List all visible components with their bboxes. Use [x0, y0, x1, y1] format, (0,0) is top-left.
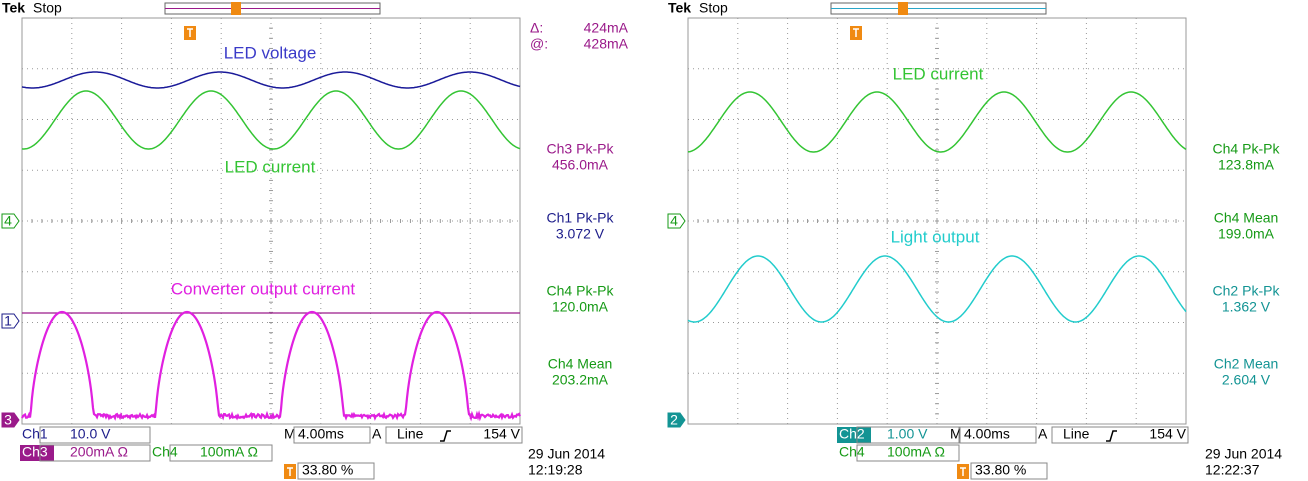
- trigger-position: 33.80 %: [302, 462, 353, 478]
- channel-name: Ch1: [22, 426, 48, 442]
- channel-marker-label: 1: [4, 313, 12, 329]
- measurement-label: Ch2 Pk-Pk: [1213, 283, 1281, 299]
- trace-label: LED current: [225, 157, 316, 176]
- channel-marker-label: 3: [4, 412, 12, 428]
- measurement-value: 2.604 V: [1222, 372, 1271, 388]
- measurement-value: 123.8mA: [1218, 157, 1275, 173]
- channel-name: Ch4: [152, 444, 178, 460]
- timebase: 4.00ms: [964, 426, 1010, 442]
- measurement-label: Ch4 Mean: [548, 356, 613, 372]
- channel-scale: 100mA Ω: [200, 444, 258, 460]
- status: Stop: [33, 0, 62, 16]
- measurement-label: Ch2 Mean: [1214, 356, 1279, 372]
- time: 12:22:37: [1205, 462, 1260, 478]
- trace-label: LED current: [893, 64, 984, 83]
- measurement-value: 199.0mA: [1218, 226, 1275, 242]
- trigger-slope: [1106, 431, 1117, 441]
- channel-scale: 200mA Ω: [70, 444, 128, 460]
- measurement-label: Ch4 Mean: [1214, 210, 1279, 226]
- channel-scale: 1.00 V: [887, 426, 928, 442]
- channel-marker-label: 4: [4, 213, 12, 229]
- date: 29 Jun 2014: [528, 446, 605, 462]
- channel-marker-label: 2: [670, 412, 678, 428]
- channel-scale: 100mA Ω: [887, 444, 945, 460]
- trigger-source: A: [1038, 426, 1048, 442]
- trace-label: Converter output current: [171, 279, 356, 298]
- trigger-position: 33.80 %: [975, 462, 1026, 478]
- channel-name: Ch3: [22, 444, 48, 460]
- measurement-value: 203.2mA: [552, 372, 609, 388]
- cursor-value: 424mA: [584, 20, 629, 36]
- channel-name: Ch4: [839, 444, 865, 460]
- channel-scale: 10.0 V: [70, 426, 111, 442]
- trigger-level: 154 V: [1149, 426, 1186, 442]
- waveform: [22, 312, 520, 418]
- channel-marker-label: 4: [670, 213, 678, 229]
- timebase: 4.00ms: [298, 426, 344, 442]
- measurement-value: 3.072 V: [556, 226, 605, 242]
- trigger-point: [231, 2, 241, 15]
- cursor-label: @:: [530, 36, 548, 52]
- trigger-coupling: Line: [1063, 426, 1090, 442]
- trigger-coupling: Line: [397, 426, 424, 442]
- measurement-label: Ch4 Pk-Pk: [547, 283, 615, 299]
- channel-name: Ch2: [839, 426, 865, 442]
- trigger-level: 154 V: [483, 426, 520, 442]
- measurement-label: Ch4 Pk-Pk: [1213, 141, 1281, 157]
- trigger-source: A: [372, 426, 382, 442]
- time: 12:19:28: [528, 462, 583, 478]
- status: Stop: [699, 0, 728, 16]
- measurement-label: Ch3 Pk-Pk: [547, 141, 615, 157]
- measurement-label: Ch1 Pk-Pk: [547, 210, 615, 226]
- brand: Tek: [668, 0, 691, 16]
- date: 29 Jun 2014: [1205, 446, 1282, 462]
- trigger-point: [898, 2, 908, 15]
- trigger-slope: [440, 431, 451, 441]
- cursor-label: Δ:: [530, 20, 543, 36]
- waveform: [22, 72, 520, 88]
- measurement-value: 120.0mA: [552, 299, 609, 315]
- cursor-value: 428mA: [584, 36, 629, 52]
- measurement-value: 1.362 V: [1222, 299, 1271, 315]
- brand: Tek: [2, 0, 25, 16]
- measurement-value: 456.0mA: [552, 157, 609, 173]
- trace-label: Light output: [891, 227, 980, 246]
- trace-label: LED voltage: [224, 43, 317, 62]
